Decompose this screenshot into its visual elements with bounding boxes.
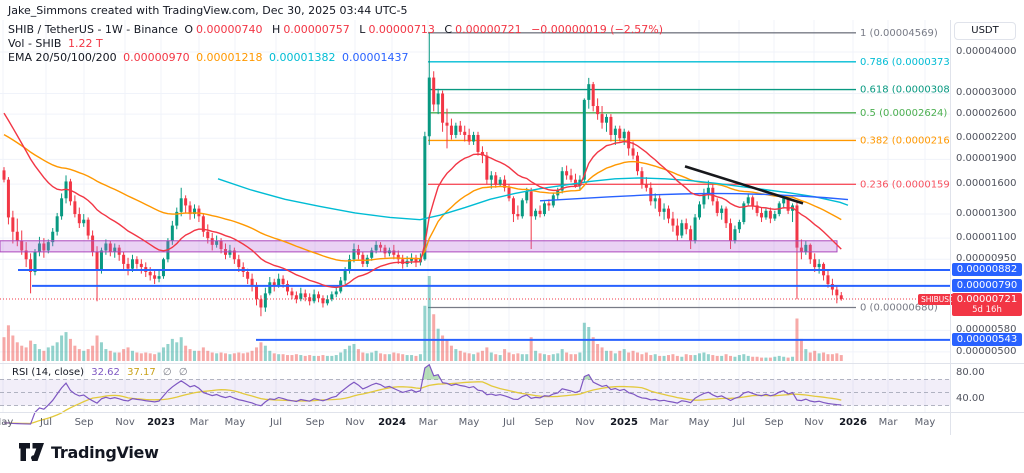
rsi-tick: 40.00 bbox=[956, 393, 985, 404]
time-tick: Mar bbox=[878, 417, 898, 428]
price-tick: 0.00002600 bbox=[956, 108, 1017, 120]
time-tick: Jul bbox=[502, 417, 516, 428]
tradingview-logo-text: TradingView bbox=[51, 442, 159, 462]
price-tick: 0.00003000 bbox=[956, 87, 1017, 99]
svg-text:0.382 (0.00002166): 0.382 (0.00002166) bbox=[860, 135, 950, 146]
level-price-badge[interactable]: 0.00000882 bbox=[952, 263, 1022, 277]
time-tick: 2026 bbox=[839, 417, 867, 428]
svg-text:0.618 (0.00003083): 0.618 (0.00003083) bbox=[860, 85, 950, 96]
ema-layer bbox=[3, 112, 849, 289]
time-tick: Sep bbox=[764, 417, 784, 428]
time-tick: Mar bbox=[649, 417, 669, 428]
legend-symbol-row[interactable]: SHIB / TetherUS - 1W - Binance O 0.000007… bbox=[8, 23, 666, 37]
time-tick: Sep bbox=[534, 417, 554, 428]
scale-separator[interactable] bbox=[950, 20, 951, 435]
time-tick: Nov bbox=[345, 417, 365, 428]
level-price-badge[interactable]: 0.00000543 bbox=[952, 333, 1022, 347]
ohlc-high: H 0.00000757 bbox=[272, 23, 350, 36]
price-tick: 0.00004000 bbox=[956, 46, 1017, 57]
ema-label: EMA 20/50/100/200 bbox=[8, 51, 117, 64]
ohlc-open: O 0.00000740 bbox=[184, 23, 263, 36]
time-tick: Nov bbox=[115, 417, 135, 428]
legend-volume-row[interactable]: Vol - SHIB 1.22 T bbox=[8, 37, 666, 51]
time-tick: Mar bbox=[418, 417, 438, 428]
svg-text:0.786 (0.00003737): 0.786 (0.00003737) bbox=[860, 57, 950, 68]
price-tick: 0.00001600 bbox=[956, 178, 1017, 190]
time-tick: Nov bbox=[575, 417, 595, 428]
rsi-label: RSI (14, close) bbox=[12, 367, 85, 378]
time-tick: 2024 bbox=[378, 417, 406, 428]
ohlc-close: C 0.00000721 bbox=[444, 23, 522, 36]
symbol-title: SHIB / TetherUS - 1W - Binance bbox=[8, 23, 178, 36]
rsi-legend[interactable]: RSI (14, close) 32.62 37.17 ∅ ∅ bbox=[12, 367, 192, 378]
price-tick: 0.00000500 bbox=[956, 345, 1017, 357]
trendline bbox=[684, 165, 804, 205]
svg-text:0 (0.00000680): 0 (0.00000680) bbox=[860, 302, 938, 313]
rsi-hidden-icon: ∅ bbox=[178, 367, 188, 378]
rsi-pane bbox=[0, 363, 950, 425]
svg-text:1 (0.00004569): 1 (0.00004569) bbox=[860, 28, 938, 39]
time-tick: 2025 bbox=[610, 417, 638, 428]
chart-pane[interactable]: 1 (0.00004569) 0.786 (0.00003737) 0.618 (0… bbox=[0, 0, 960, 435]
time-tick: May bbox=[914, 417, 936, 428]
chart-svg[interactable]: 1 (0.00004569) 0.786 (0.00003737) 0.618 (0… bbox=[0, 0, 960, 435]
ohlc-low: L 0.00000713 bbox=[359, 23, 435, 36]
pane-separator[interactable] bbox=[0, 363, 1024, 364]
price-tick: 0.00001900 bbox=[956, 153, 1017, 165]
ema20-value: 0.00000970 bbox=[123, 51, 190, 64]
tradingview-logo-icon bbox=[19, 443, 44, 461]
legend-ema-row[interactable]: EMA 20/50/100/200 0.00000970 0.00001218 … bbox=[8, 51, 666, 65]
time-tick: May bbox=[458, 417, 480, 428]
price-tick: 0.00001300 bbox=[956, 208, 1017, 220]
svg-text:0.236 (0.00001598): 0.236 (0.00001598) bbox=[860, 179, 950, 190]
support-band bbox=[0, 240, 838, 253]
symbol-price-pill: SHIBUSDT bbox=[918, 294, 963, 305]
chart-legend: SHIB / TetherUS - 1W - Binance O 0.000007… bbox=[8, 23, 666, 65]
time-tick: Jul bbox=[269, 417, 283, 428]
time-tick: Nov bbox=[804, 417, 824, 428]
axis-separator bbox=[0, 412, 1024, 413]
time-tick: Jul bbox=[732, 417, 746, 428]
price-tick: 0.00001100 bbox=[956, 232, 1017, 244]
price-change: −0.00000019 (−2.57%) bbox=[531, 23, 664, 36]
volume-label: Vol - SHIB bbox=[8, 37, 62, 50]
time-tick: Sep bbox=[305, 417, 325, 428]
time-tick: 2023 bbox=[147, 417, 175, 428]
grid-layer bbox=[0, 20, 950, 412]
candles-layer bbox=[2, 32, 843, 317]
ema50-value: 0.00001218 bbox=[196, 51, 263, 64]
time-tick: May bbox=[688, 417, 710, 428]
currency-button[interactable]: USDT bbox=[954, 22, 1016, 40]
rsi-ma-value: 37.17 bbox=[127, 367, 156, 378]
ema100-value: 0.00001382 bbox=[269, 51, 336, 64]
time-tick: Jul bbox=[39, 417, 53, 428]
time-tick: May bbox=[0, 417, 14, 428]
price-scale[interactable]: USDT 0.00004000 0.00003000 0.00002600 0.000… bbox=[951, 0, 1024, 435]
time-tick: Sep bbox=[74, 417, 94, 428]
rsi-tick: 80.00 bbox=[956, 367, 985, 378]
price-tick: 0.00000950 bbox=[956, 253, 1017, 265]
last-price-badge[interactable]: 0.00000721 5d 16h bbox=[952, 293, 1022, 317]
rsi-hidden-icon: ∅ bbox=[162, 367, 172, 378]
time-tick: May bbox=[224, 417, 246, 428]
ema200-value: 0.00001437 bbox=[342, 51, 409, 64]
level-price-badge[interactable]: 0.00000790 bbox=[952, 279, 1022, 293]
attribution-text: Jake_Simmons created with TradingView.co… bbox=[8, 4, 408, 17]
time-axis[interactable]: May Jul Sep Nov 2023 Mar May Jul Sep Nov 2024 Mar Ma… bbox=[0, 413, 950, 435]
price-tick: 0.00000580 bbox=[956, 324, 1017, 336]
svg-text:0.5 (0.00002624): 0.5 (0.00002624) bbox=[860, 108, 947, 119]
horizontal-rays bbox=[18, 268, 950, 341]
price-tick: 0.00002200 bbox=[956, 132, 1017, 144]
tradingview-logo[interactable]: TradingView bbox=[18, 440, 159, 464]
volume-layer bbox=[2, 276, 843, 361]
time-tick: Mar bbox=[189, 417, 209, 428]
rsi-value: 32.62 bbox=[91, 367, 120, 378]
volume-value: 1.22 T bbox=[67, 37, 103, 50]
